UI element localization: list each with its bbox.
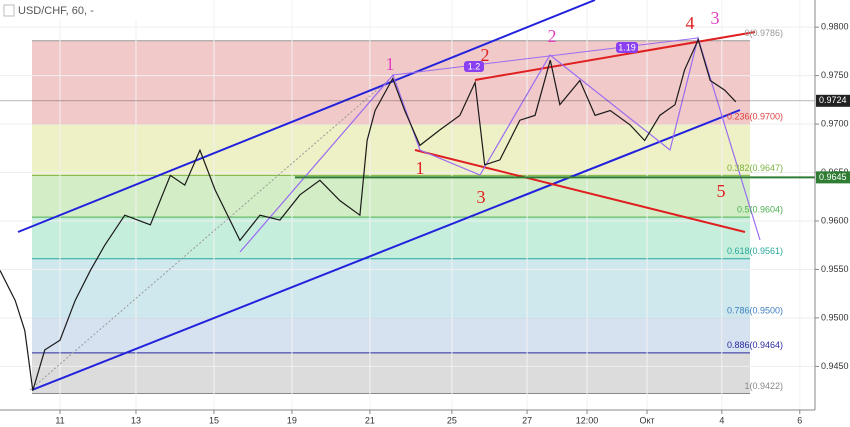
y-tick-label: 0.9500 xyxy=(821,312,849,322)
x-tick-label: 15 xyxy=(209,415,219,425)
chart-title[interactable]: USD/CHF, 60, - xyxy=(18,5,94,17)
drawings xyxy=(17,0,761,391)
x-tick-label: 19 xyxy=(287,415,297,425)
price-tag-label: 0.9645 xyxy=(819,172,847,182)
channel-lower xyxy=(31,109,741,391)
x-tick-label: 27 xyxy=(522,415,532,425)
wave-label: 2 xyxy=(481,45,490,65)
fib-band xyxy=(32,352,750,394)
wave-label: 2 xyxy=(548,26,557,46)
wave-label: 1 xyxy=(386,54,395,74)
x-tick-label: 12:00 xyxy=(576,415,599,425)
fib-label: 1(0.9422) xyxy=(744,381,783,391)
x-tick-label: 6 xyxy=(797,415,802,425)
wave-label: 1 xyxy=(416,158,425,178)
header-bg xyxy=(0,0,160,20)
x-tick-label: Окт xyxy=(639,415,654,425)
wave-label: 3 xyxy=(711,8,720,28)
fib-band xyxy=(32,258,750,318)
y-tick-label: 0.9450 xyxy=(821,361,849,371)
y-tick-label: 0.9600 xyxy=(821,215,849,225)
price-tag-label: 0.9724 xyxy=(819,95,847,105)
ratio-badge xyxy=(616,42,638,53)
fib-label: 0.618(0.9561) xyxy=(727,246,783,256)
fib-label: 0.886(0.9464) xyxy=(727,340,783,350)
fib-label: 0.382(0.9647) xyxy=(727,163,783,173)
icon[interactable] xyxy=(3,4,15,17)
ratio-label: 1.2 xyxy=(468,61,481,71)
fib-label: 0.236(0.9700) xyxy=(727,111,783,121)
y-tick-label: 0.9750 xyxy=(821,70,849,80)
fib-label: 0.5(0.9604) xyxy=(737,204,783,214)
axes: 0(0.9786) 0.236(0.9700) 0.382(0.9647) 0.5(0… xyxy=(55,22,850,425)
red-line-lower xyxy=(414,149,746,233)
fib-bands xyxy=(32,40,750,395)
ratio-label: 1.19 xyxy=(618,42,636,52)
fib-label: 0(0.9786) xyxy=(744,28,783,38)
fib-band xyxy=(32,124,750,176)
fib-band xyxy=(32,317,750,353)
red-line-upper xyxy=(474,31,756,81)
fib-band xyxy=(32,175,750,218)
wave-label: 5 xyxy=(717,181,726,201)
x-tick-label: 4 xyxy=(719,415,724,425)
wave-zigzag xyxy=(239,35,761,253)
fib-label: 0.786(0.9500) xyxy=(727,305,783,315)
x-tick-label: 21 xyxy=(365,415,375,425)
y-tick-label: 0.9550 xyxy=(821,264,849,274)
annotations: 1 2 3 1 2 3 4 5 1.2 1.19 xyxy=(386,8,726,207)
price-line-series xyxy=(0,38,737,391)
y-tick-label: 0.9800 xyxy=(821,22,849,32)
price-tag xyxy=(816,94,850,107)
ratio-badge xyxy=(464,61,484,72)
x-tick-label: 11 xyxy=(55,415,64,425)
y-tick-label: 0.9700 xyxy=(821,118,849,128)
plot xyxy=(0,38,815,391)
x-tick-label: 25 xyxy=(447,415,457,425)
wave-label: 4 xyxy=(686,13,695,33)
fib-band xyxy=(32,217,750,259)
channel-upper xyxy=(17,0,596,233)
grid xyxy=(0,0,815,410)
wave-connector xyxy=(392,37,699,76)
x-tick-label: 13 xyxy=(131,415,141,425)
price-tag xyxy=(816,171,850,184)
wave-label: 3 xyxy=(477,187,486,207)
